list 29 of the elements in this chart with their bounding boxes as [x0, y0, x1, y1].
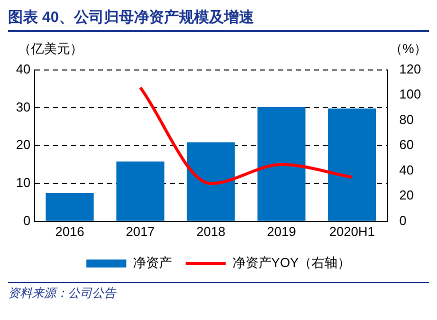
y2-axis-title: （%）: [389, 40, 427, 58]
y2-tick-label: 80: [399, 112, 414, 127]
y2-tick-label: 120: [399, 61, 422, 76]
bar: [46, 192, 94, 221]
y2-tick-label: 20: [399, 188, 414, 203]
x-tick-label: 2019: [266, 224, 296, 239]
y2-tick-label: 100: [399, 86, 422, 102]
chart-title: 图表 40、公司归母净资产规模及增速: [8, 8, 429, 32]
text: 资料来源：公司公告: [8, 285, 429, 302]
x-tick-label: 2020H1: [329, 224, 375, 239]
legend-label: 净资产YOY（右轴）: [232, 255, 351, 270]
y2-tick-label: 40: [399, 162, 414, 178]
bar: [257, 106, 306, 221]
bar: [116, 162, 164, 221]
y2-tick-label: 0: [399, 212, 407, 228]
line-series: [138, 86, 354, 185]
x-tick-label: 2016: [55, 224, 84, 239]
legend-label: 净资产: [132, 255, 172, 270]
bar: [328, 108, 376, 221]
y-tick-label: 30: [16, 99, 30, 114]
x-tick-label: 2017: [126, 224, 155, 239]
bar: [186, 142, 235, 221]
y-tick-label: 20: [16, 137, 30, 152]
y-axis-title: （亿美元）: [18, 40, 83, 58]
y-tick-label: 10: [16, 175, 30, 190]
y-tick-label: 0: [23, 212, 30, 228]
x-tick-label: 2018: [196, 224, 226, 239]
y-tick-label: 40: [16, 61, 30, 76]
y2-tick-label: 60: [399, 137, 414, 152]
